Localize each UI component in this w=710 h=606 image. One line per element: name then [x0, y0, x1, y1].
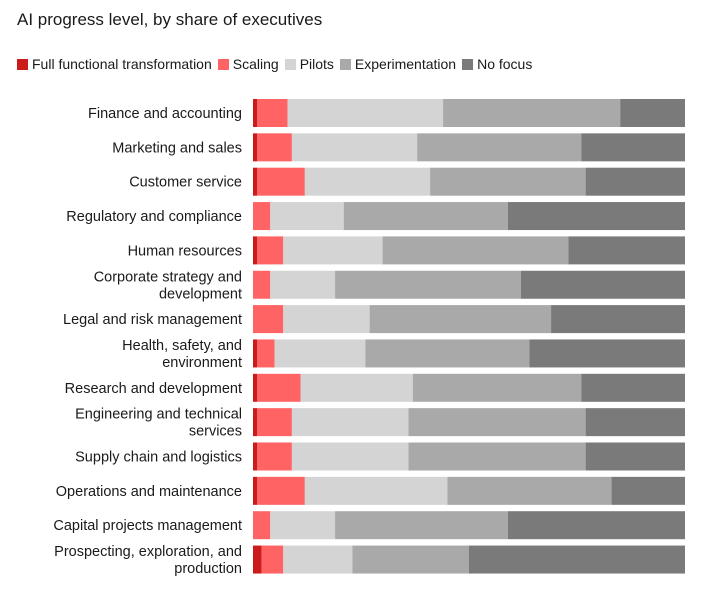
bar-finance-and-accounting-no-focus: [620, 99, 685, 127]
legend-swatch-no-focus: [462, 58, 474, 70]
bar-human-resources-full-functional-transformation: [253, 236, 258, 265]
bar-legal-and-risk-management-scaling: [253, 305, 284, 334]
category-label-health-safety-and-environment: Health, safety, and environment: [122, 338, 242, 371]
bar-regulatory-and-compliance-scaling: [253, 202, 271, 231]
bar-supply-chain-and-logistics-full-functional-transformation: [253, 442, 258, 471]
bar-finance-and-accounting-pilots: [287, 99, 444, 127]
bar-capital-projects-management-no-focus: [507, 511, 685, 540]
bar-health-safety-and-environment-full-functional-transformation: [253, 339, 258, 368]
bar-customer-service-no-focus: [585, 167, 685, 196]
category-label-legal-and-risk-management: Legal and risk management: [63, 312, 242, 328]
bar-operations-and-maintenance-full-functional-transformation: [253, 476, 258, 505]
bar-prospecting-exploration-and-production-full-functional-transformation: [253, 545, 262, 574]
bar-supply-chain-and-logistics-pilots: [291, 442, 409, 471]
bar-marketing-and-sales-experimentation: [417, 133, 582, 162]
bar-research-and-development-pilots: [300, 373, 413, 402]
bar-marketing-and-sales-scaling: [257, 133, 292, 162]
bar-customer-service-pilots: [304, 167, 431, 196]
bar-operations-and-maintenance-no-focus: [611, 476, 685, 505]
legend-item-full-functional-transformation: Full functional transformation: [17, 56, 212, 72]
category-label-engineering-and-technical-services: Engineering and technical services: [75, 407, 242, 440]
legend-swatch-scaling: [217, 58, 229, 70]
bar-prospecting-exploration-and-production-experimentation: [352, 545, 469, 574]
legend-swatch-full-functional-transformation: [17, 58, 28, 70]
legend-item-pilots: Pilots: [284, 56, 334, 72]
legend-item-no-focus: No focus: [462, 56, 532, 72]
legend-label-experimentation: Experimentation: [354, 56, 457, 72]
bar-legal-and-risk-management-no-focus: [551, 305, 685, 334]
bar-prospecting-exploration-and-production-no-focus: [469, 545, 685, 574]
bar-supply-chain-and-logistics-scaling: [257, 442, 292, 471]
bar-corporate-strategy-and-development-no-focus: [520, 270, 685, 299]
category-label-capital-projects-management: Capital projects management: [53, 518, 242, 534]
category-label-human-resources: Human resources: [128, 243, 242, 259]
bar-corporate-strategy-and-development-pilots: [270, 270, 336, 299]
bar-marketing-and-sales-full-functional-transformation: [253, 133, 258, 162]
bar-engineering-and-technical-services-experimentation: [408, 408, 586, 437]
bar-operations-and-maintenance-experimentation: [447, 476, 612, 505]
bar-research-and-development-full-functional-transformation: [253, 373, 258, 402]
bar-human-resources-no-focus: [568, 236, 685, 265]
bar-engineering-and-technical-services-pilots: [291, 408, 409, 437]
bar-customer-service-scaling: [257, 167, 305, 196]
bar-research-and-development-scaling: [257, 373, 301, 402]
bar-human-resources-pilots: [283, 236, 383, 265]
bar-finance-and-accounting-scaling: [257, 99, 288, 127]
bar-supply-chain-and-logistics-no-focus: [585, 442, 685, 471]
bar-engineering-and-technical-services-scaling: [257, 408, 292, 437]
bar-finance-and-accounting-experimentation: [443, 99, 621, 127]
bar-operations-and-maintenance-pilots: [304, 476, 448, 505]
category-label-corporate-strategy-and-development: Corporate strategy and development: [94, 269, 242, 302]
legend-label-scaling: Scaling: [232, 56, 279, 72]
legend-swatch-experimentation: [339, 58, 351, 70]
bar-research-and-development-no-focus: [581, 373, 685, 402]
bar-supply-chain-and-logistics-experimentation: [408, 442, 586, 471]
chart-title: AI progress level, by share of executive…: [17, 10, 323, 29]
category-label-finance-and-accounting: Finance and accounting: [88, 106, 242, 122]
category-label-prospecting-exploration-and-production: Prospecting, exploration, and production: [54, 544, 242, 577]
bar-operations-and-maintenance-scaling: [257, 476, 305, 505]
bar-engineering-and-technical-services-full-functional-transformation: [253, 408, 258, 437]
legend-item-experimentation: Experimentation: [339, 56, 457, 72]
bar-regulatory-and-compliance-no-focus: [507, 202, 685, 231]
bar-prospecting-exploration-and-production-scaling: [261, 545, 284, 574]
legend-label-no-focus: No focus: [477, 56, 533, 72]
legend-swatch-pilots: [284, 58, 296, 70]
legend-item-scaling: Scaling: [217, 56, 279, 72]
bar-marketing-and-sales-pilots: [291, 133, 418, 162]
bar-corporate-strategy-and-development-scaling: [253, 270, 271, 299]
bar-regulatory-and-compliance-experimentation: [343, 202, 508, 231]
bar-capital-projects-management-scaling: [253, 511, 271, 540]
category-label-regulatory-and-compliance: Regulatory and compliance: [66, 209, 242, 225]
bar-customer-service-full-functional-transformation: [253, 167, 258, 196]
bar-capital-projects-management-pilots: [270, 511, 336, 540]
bar-health-safety-and-environment-pilots: [274, 339, 366, 368]
category-label-operations-and-maintenance: Operations and maintenance: [56, 484, 242, 500]
bar-corporate-strategy-and-development-experimentation: [335, 270, 521, 299]
category-label-supply-chain-and-logistics: Supply chain and logistics: [75, 450, 242, 466]
legend: Full functional transformation Scaling Pil…: [17, 56, 538, 72]
bar-human-resources-scaling: [257, 236, 284, 265]
bar-marketing-and-sales-no-focus: [581, 133, 685, 162]
legend-label-pilots: Pilots: [299, 56, 334, 72]
bar-prospecting-exploration-and-production-pilots: [283, 545, 353, 574]
bar-finance-and-accounting-full-functional-transformation: [253, 99, 258, 127]
category-label-research-and-development: Research and development: [65, 381, 242, 397]
bar-research-and-development-experimentation: [412, 373, 582, 402]
category-label-marketing-and-sales: Marketing and sales: [112, 140, 242, 156]
bar-capital-projects-management-experimentation: [335, 511, 508, 540]
bar-legal-and-risk-management-pilots: [283, 305, 370, 334]
bar-legal-and-risk-management-experimentation: [369, 305, 552, 334]
bar-human-resources-experimentation: [382, 236, 569, 265]
category-label-customer-service: Customer service: [129, 175, 242, 191]
bar-regulatory-and-compliance-pilots: [270, 202, 344, 231]
bar-engineering-and-technical-services-no-focus: [585, 408, 685, 437]
bar-health-safety-and-environment-no-focus: [529, 339, 685, 368]
bar-health-safety-and-environment-experimentation: [365, 339, 530, 368]
bar-customer-service-experimentation: [430, 167, 586, 196]
bar-health-safety-and-environment-scaling: [257, 339, 275, 368]
legend-label-full-functional-transformation: Full functional transformation: [32, 56, 212, 72]
